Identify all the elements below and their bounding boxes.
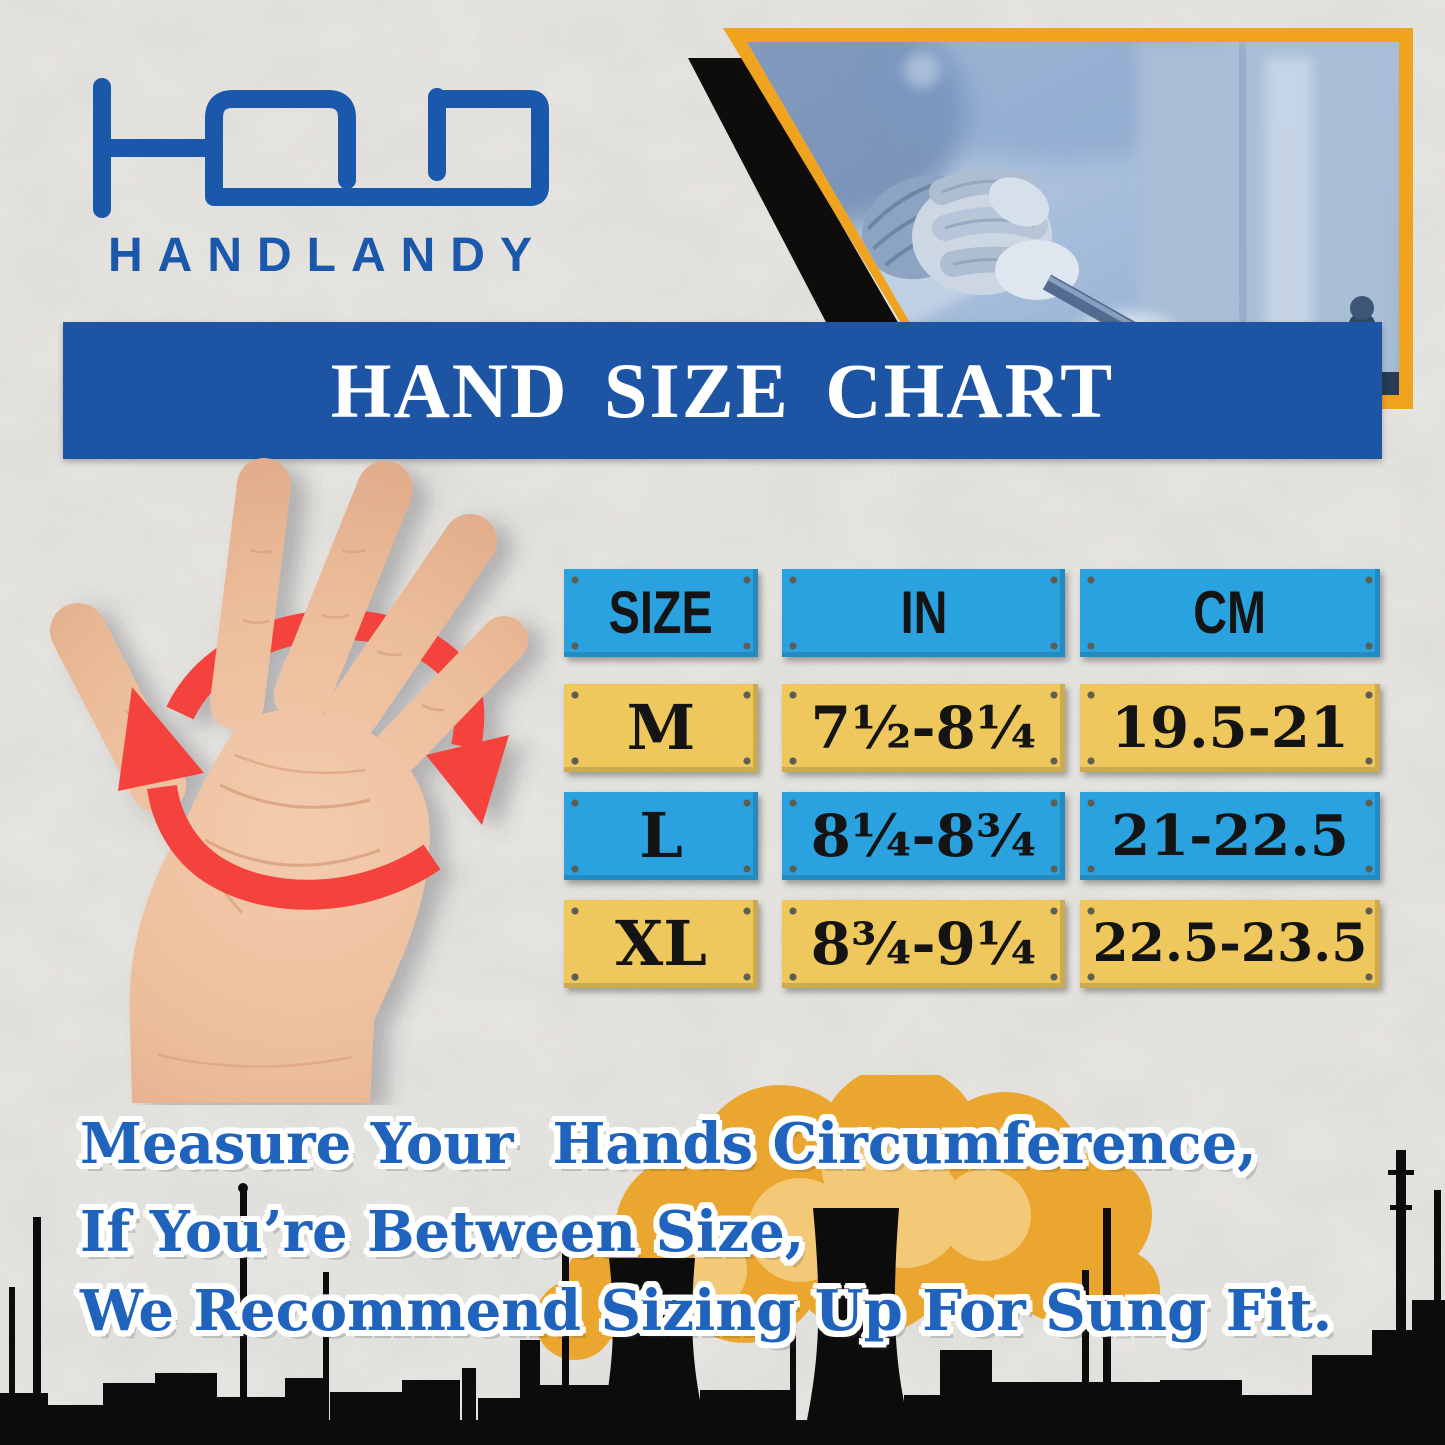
note-line-1: Measure Your Hands Circumference, — [80, 1111, 1257, 1177]
fingers — [210, 458, 528, 774]
page-title: HAND SIZE CHART — [330, 346, 1115, 434]
hld-monogram-icon — [93, 78, 549, 218]
brand-wordmark: HANDLANDY — [108, 229, 547, 282]
note-line-2: If You’re Between Size, — [80, 1199, 805, 1265]
size-chart-header-cm: CM — [1080, 569, 1380, 657]
size-chart-header-size: SIZE — [564, 569, 758, 657]
size-chart-cell: 22.5-23.5 — [1080, 900, 1380, 988]
size-chart-cell: 7½-8¼ — [782, 684, 1065, 772]
size-chart-cell: XL — [564, 900, 758, 988]
note-line-3: We Recommend Sizing Up For Sung Fit. — [80, 1278, 1333, 1344]
size-chart-cell: 19.5-21 — [1080, 684, 1380, 772]
size-chart-cell: 8¼-8¾ — [782, 792, 1065, 880]
size-chart-cell: M — [564, 684, 758, 772]
size-chart-header-in: IN — [782, 569, 1065, 657]
banner: HAND SIZE CHART — [63, 322, 1382, 459]
size-chart-cell: 8¾-9¼ — [782, 900, 1065, 988]
silhouette — [0, 1150, 1445, 1445]
open-palm-illustration — [50, 458, 528, 1103]
industrial-skyline-silhouette — [0, 1075, 1445, 1445]
size-chart-cell: L — [564, 792, 758, 880]
size-chart-cell: 21-22.5 — [1080, 792, 1380, 880]
